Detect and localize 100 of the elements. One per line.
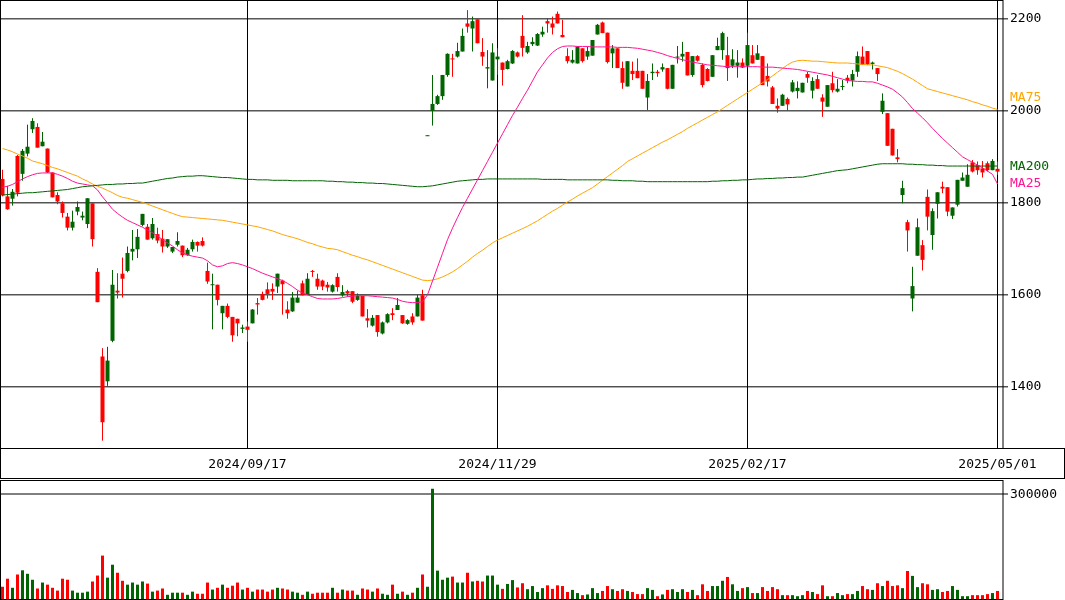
bar [166,594,169,599]
bar [546,585,549,599]
bar [331,587,334,599]
bar [376,588,379,599]
candlestick [245,321,250,343]
bar [811,592,814,599]
bar [746,587,749,599]
y-tick-label: 2000 [1010,102,1042,118]
bar [751,593,754,599]
y-tick-label: 1400 [1010,378,1042,394]
x-tick-label: 2025/05/01 [958,455,1037,471]
bar [276,587,279,599]
candlestick [440,74,445,101]
bar [851,594,854,599]
bar [841,595,844,599]
bar [486,575,489,599]
bar [451,576,454,599]
candlestick [610,44,615,69]
bar [946,590,949,599]
candlestick [115,272,120,300]
bar [406,594,409,599]
candlestick [365,308,370,328]
bar [906,571,909,599]
bar [481,581,484,599]
bar [601,590,604,599]
bar [106,577,109,599]
bar [926,584,929,599]
bar [551,588,554,599]
candlestick [720,31,725,61]
candlestick [5,185,10,211]
bar [356,594,359,599]
bar [391,584,394,599]
candlestick [725,36,730,82]
bar [226,587,229,599]
bar [291,591,294,599]
bar [836,593,839,599]
bar [26,573,29,599]
candlestick [905,219,910,253]
bar [436,570,439,599]
bar [676,592,679,599]
bar [511,580,514,599]
bar [386,594,389,599]
bar [11,587,14,599]
bar [516,587,519,599]
bar [341,589,344,599]
bar [126,584,129,599]
bar [131,582,134,599]
bar [81,592,84,599]
bar [346,590,349,599]
bar [411,592,414,599]
bar [361,588,364,599]
bar [1,586,4,599]
candlestick [935,191,940,219]
candlestick [445,52,450,78]
bar [826,596,829,599]
bar [281,588,284,599]
y-tick-label: 2200 [1010,10,1042,26]
bar [201,593,204,599]
bar [476,580,479,599]
bar [671,589,674,599]
bar [186,594,189,599]
candlestick [680,41,685,63]
bar [306,591,309,599]
bar [351,590,354,599]
bar [721,580,724,599]
bar [241,589,244,599]
candlestick [825,84,830,108]
candlestick [840,79,845,91]
bar [401,591,404,599]
bar [286,589,289,599]
bar [426,586,429,599]
bar [631,592,634,599]
bar [496,584,499,599]
bar [776,589,779,599]
bar [916,587,919,599]
candlestick [450,53,455,78]
candlestick [465,9,470,34]
bar [86,591,89,599]
bar [711,586,714,599]
bar [881,586,884,599]
bar [6,578,9,599]
bar [111,564,114,599]
bar [636,594,639,599]
bar [196,593,199,599]
bar [741,588,744,599]
candlestick [35,122,40,149]
y-tick-label: 300000 [1010,485,1057,501]
bar [246,587,249,599]
bar [441,579,444,599]
bar [461,582,464,599]
bar [501,588,504,599]
bar [566,592,569,599]
bar [956,589,959,599]
bar [996,590,999,599]
bar [856,590,859,599]
candlestick [880,92,885,115]
bar [801,595,804,599]
bar [191,591,194,599]
bar [61,578,64,599]
bar [396,593,399,599]
